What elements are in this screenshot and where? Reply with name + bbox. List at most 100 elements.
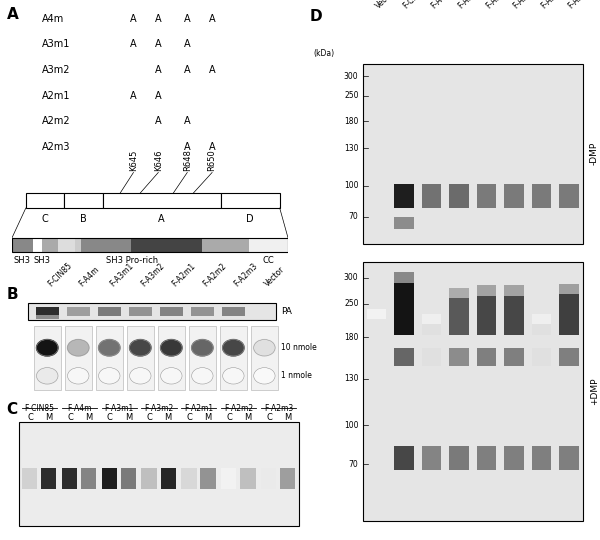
Circle shape [223,340,244,356]
Bar [449,446,469,469]
Text: A: A [158,214,165,225]
Text: A: A [130,39,137,49]
Text: SH3: SH3 [34,256,51,265]
Bar [367,309,386,319]
Text: 70: 70 [349,460,359,469]
Text: 1 nmole: 1 nmole [281,372,312,380]
Text: F-CIN85: F-CIN85 [25,404,55,413]
Text: 10 nmole: 10 nmole [281,343,317,352]
Text: A: A [7,7,18,22]
Text: F-A2m1: F-A2m1 [512,0,539,11]
Bar [181,468,197,489]
Bar [142,468,157,489]
Bar [22,468,37,489]
Text: A: A [184,65,191,75]
Text: C: C [266,413,272,422]
Circle shape [98,340,120,356]
Bar [476,446,496,469]
Text: F-A3m2: F-A3m2 [139,261,166,288]
Text: K646: K646 [154,150,163,171]
Text: D: D [247,214,254,225]
Bar [559,284,579,294]
Text: A: A [209,14,215,24]
Text: 300: 300 [344,273,359,282]
Circle shape [191,340,213,356]
Text: C: C [107,413,113,422]
Text: R650: R650 [208,149,217,171]
Bar [200,468,215,489]
Bar [34,326,61,390]
Circle shape [223,368,244,384]
Text: F-CIN85: F-CIN85 [402,0,430,11]
Text: A2m1: A2m1 [43,91,71,100]
Text: A: A [209,65,215,75]
Text: 100: 100 [344,421,359,430]
Bar [394,273,414,283]
Bar [129,307,152,316]
Bar [222,307,245,316]
Text: A: A [130,14,137,24]
Bar [241,468,256,489]
Text: B: B [80,214,87,225]
Text: F-A2m3: F-A2m3 [567,0,594,11]
Bar [504,296,524,335]
Text: F-A2m2: F-A2m2 [539,0,566,11]
Text: A: A [184,142,191,152]
Bar [158,326,185,390]
Text: F-A2m3: F-A2m3 [264,404,293,413]
Text: C: C [67,413,73,422]
Bar [76,238,81,252]
Bar [81,468,96,489]
Text: A: A [209,142,215,152]
Bar [504,348,524,366]
Bar [96,326,123,390]
Text: 250: 250 [344,299,359,308]
Bar [202,238,250,252]
Bar [65,326,92,390]
Bar [394,348,414,366]
Circle shape [68,340,89,356]
Text: A2m3: A2m3 [43,142,71,152]
Bar [26,193,64,208]
Text: A: A [184,39,191,49]
Text: A: A [155,39,161,49]
Bar [67,307,89,316]
Circle shape [161,340,182,356]
Circle shape [130,368,151,384]
Text: C: C [6,402,17,417]
Text: A2m2: A2m2 [43,116,71,126]
Text: F-A2m2: F-A2m2 [224,404,253,413]
Bar [532,184,551,207]
Text: A: A [184,116,191,126]
Circle shape [68,368,89,384]
Text: +DMP: +DMP [590,378,599,406]
Bar [12,238,33,252]
Bar [394,446,414,469]
Text: 180: 180 [344,117,359,126]
Bar [476,348,496,366]
Bar [101,468,117,489]
Bar [12,238,288,252]
Text: A4m: A4m [43,14,65,24]
Text: (kDa): (kDa) [313,49,335,58]
Bar [559,348,579,366]
Text: B: B [7,287,18,302]
Bar [250,238,288,252]
Text: M: M [125,413,132,422]
Bar [504,286,524,296]
Text: F-A4m: F-A4m [67,404,91,413]
Text: C: C [147,413,153,422]
Bar [559,446,579,469]
Text: SH3: SH3 [14,256,31,265]
Text: -DMP: -DMP [590,142,599,165]
Bar [251,326,278,390]
Bar [422,446,442,469]
Circle shape [191,368,213,384]
Bar [559,294,579,335]
Text: F-A3m1: F-A3m1 [104,404,134,413]
Circle shape [37,368,58,384]
Text: F-A2m3: F-A2m3 [232,261,259,288]
Bar [191,307,214,316]
Text: C: C [41,214,49,225]
Text: F-A2m1: F-A2m1 [184,404,214,413]
